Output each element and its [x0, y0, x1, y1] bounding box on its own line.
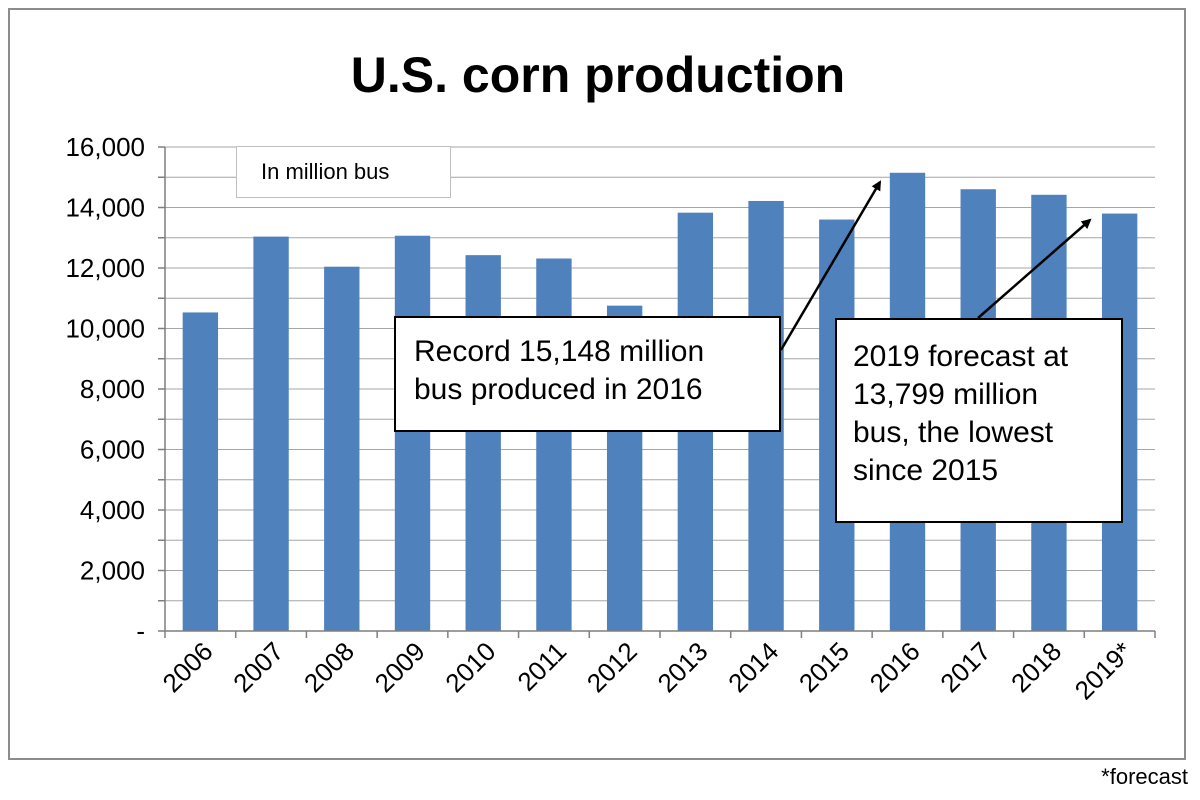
axes — [158, 146, 1156, 638]
callout-record-2016: Record 15,148 million bus produced in 20… — [394, 316, 781, 432]
x-tick-label: 2011 — [511, 636, 572, 697]
y-tick-label: 4,000 — [80, 495, 145, 525]
arrow-to-2016 — [779, 180, 882, 351]
y-tick-label: 14,000 — [65, 193, 145, 223]
x-tick-label: 2009 — [369, 636, 431, 698]
y-tick-label: 12,000 — [65, 253, 145, 283]
y-tick-labels: - 2,000 4,000 6,000 8,000 10,000 12,000 14,000 1… — [65, 132, 145, 646]
x-tick-label: 2019* — [1069, 636, 1138, 705]
callout-line: bus produced in 2016 — [414, 373, 703, 406]
bar-2006 — [182, 312, 219, 631]
bar-2010 — [465, 255, 501, 632]
callout-forecast-2019: 2019 forecast at 13,799 million bus, the… — [835, 318, 1123, 523]
unit-label: In million bus — [236, 146, 451, 198]
y-tick-label: - — [136, 616, 145, 646]
y-tick-label: 8,000 — [80, 374, 145, 404]
chart-title: U.S. corn production — [351, 47, 845, 103]
y-tick-label: 16,000 — [65, 132, 145, 162]
y-tick-label: 6,000 — [80, 435, 145, 465]
callout-line: 13,799 million — [853, 378, 1039, 411]
callout-line: Record 15,148 million — [414, 335, 705, 368]
bar-2011 — [536, 258, 572, 631]
annotation-arrows — [779, 180, 1092, 351]
x-tick-label: 2017 — [934, 636, 996, 698]
x-tick-label: 2016 — [864, 636, 926, 698]
x-tick-label: 2015 — [793, 636, 855, 698]
x-tick-label: 2018 — [1005, 636, 1067, 698]
y-tick-label: 2,000 — [80, 556, 145, 586]
callout-line: 2019 forecast at — [853, 340, 1069, 373]
x-tick-labels: 2006 2007 2008 2009 2010 2011 2012 2013 2014 2015… — [156, 636, 1137, 705]
callout-line: bus, the lowest — [853, 416, 1054, 449]
x-tick-label: 2014 — [722, 636, 784, 698]
bar-2007 — [253, 236, 289, 631]
x-tick-label: 2013 — [651, 636, 713, 698]
x-tick-label: 2008 — [298, 636, 360, 698]
arrow-to-2019 — [977, 218, 1092, 319]
y-tick-label: 10,000 — [65, 314, 145, 344]
footnote: *forecast — [1101, 764, 1188, 789]
x-tick-label: 2010 — [439, 636, 501, 698]
x-tick-label: 2007 — [227, 636, 289, 698]
bar-2009 — [394, 235, 431, 631]
x-tick-label: 2012 — [581, 636, 643, 698]
bar-2008 — [324, 266, 360, 631]
x-tick-label: 2006 — [156, 636, 218, 698]
callout-line: since 2015 — [853, 454, 999, 487]
